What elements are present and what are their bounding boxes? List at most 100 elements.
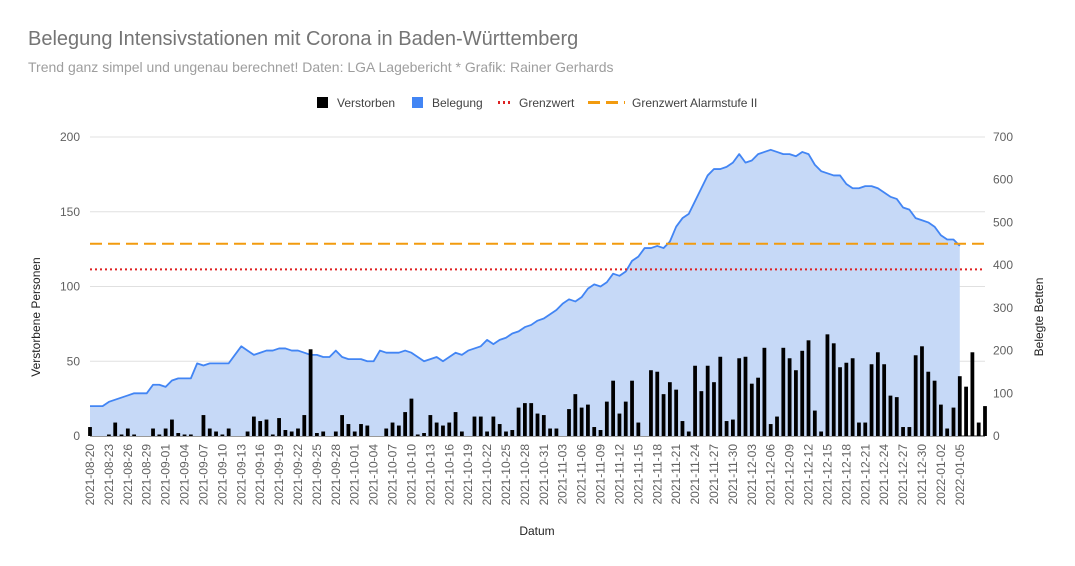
y-left-tick-label: 200 xyxy=(60,130,80,144)
verstorben-bar xyxy=(875,352,880,436)
verstorben-bar xyxy=(157,434,162,436)
legend-item-belegung[interactable]: Belegung xyxy=(412,96,483,110)
x-tick-label: 2021-11-18 xyxy=(650,444,664,505)
verstorben-bar xyxy=(447,422,452,436)
y-right-tick-label: 500 xyxy=(993,215,1013,229)
verstorben-bar xyxy=(359,424,363,436)
verstorben-bar xyxy=(188,434,193,436)
x-tick-label: 2021-11-12 xyxy=(612,444,626,505)
y-axis-right-label: Belegte Betten xyxy=(1032,278,1046,357)
x-tick-label: 2021-09-22 xyxy=(291,444,305,506)
verstorben-bar xyxy=(863,422,868,436)
verstorben-bar xyxy=(844,362,849,436)
verstorben-bar xyxy=(251,416,256,436)
x-tick-label: 2021-09-19 xyxy=(272,444,286,506)
verstorben-bar xyxy=(825,334,830,436)
verstorben-bar xyxy=(951,407,956,436)
verstorben-bar xyxy=(794,370,798,436)
verstorben-bar xyxy=(762,347,767,436)
verstorben-bar xyxy=(497,424,502,436)
x-axis-label: Datum xyxy=(519,524,554,538)
verstorben-bar xyxy=(592,427,597,436)
legend-item-grenzwert[interactable]: Grenzwert xyxy=(498,96,575,110)
x-tick-label: 2021-11-15 xyxy=(631,444,645,505)
verstorben-bar xyxy=(485,431,489,436)
verstorben-bars-layer xyxy=(88,334,987,437)
y-right-tick-label: 700 xyxy=(993,130,1013,144)
verstorben-bar xyxy=(680,421,685,436)
verstorben-bar xyxy=(296,428,300,436)
verstorben-bar xyxy=(617,413,622,436)
verstorben-bar xyxy=(964,386,968,436)
y-right-tick-label: 600 xyxy=(993,173,1013,187)
x-tick-label: 2021-12-21 xyxy=(858,444,872,506)
x-tick-label: 2021-09-25 xyxy=(310,444,324,506)
verstorben-bar xyxy=(945,428,950,436)
verstorben-bar xyxy=(731,419,735,436)
verstorben-bar xyxy=(478,416,483,436)
x-tick-label: 2021-09-10 xyxy=(215,444,229,506)
belegung-line xyxy=(90,148,961,407)
verstorben-bar xyxy=(459,431,464,436)
verstorben-bar xyxy=(472,416,477,436)
x-tick-label: 2021-08-23 xyxy=(102,444,116,506)
verstorben-bar xyxy=(491,416,496,436)
verstorben-bar xyxy=(113,422,118,436)
chart-title: Belegung Intensivstationen mit Corona in… xyxy=(28,28,579,50)
verstorben-bar xyxy=(573,394,578,436)
y-axis-left-label: Verstorbene Personen xyxy=(29,257,43,376)
verstorben-bar xyxy=(693,365,697,436)
verstorben-bar xyxy=(787,358,792,436)
x-tick-label: 2021-11-30 xyxy=(726,444,740,505)
verstorben-bar xyxy=(636,422,641,436)
verstorben-bar xyxy=(321,431,326,436)
verstorben-bar xyxy=(384,428,389,436)
verstorben-bar xyxy=(598,430,603,436)
verstorben-bar xyxy=(289,431,294,436)
verstorben-bar xyxy=(245,431,250,436)
verstorben-bar xyxy=(907,427,912,436)
x-tick-label: 2021-10-22 xyxy=(480,444,494,506)
verstorben-bar xyxy=(270,434,275,436)
verstorben-bar xyxy=(712,382,716,436)
x-tick-label: 2021-10-07 xyxy=(386,444,400,506)
verstorben-bar xyxy=(176,433,181,436)
verstorben-bar xyxy=(838,367,842,436)
x-tick-label: 2021-10-13 xyxy=(423,444,437,506)
verstorben-bar xyxy=(132,434,137,436)
verstorben-bar xyxy=(283,430,288,436)
x-tick-label: 2021-12-18 xyxy=(839,444,853,506)
x-tick-label: 2021-09-04 xyxy=(178,444,192,506)
x-tick-label: 2021-11-06 xyxy=(575,444,589,505)
verstorben-bar xyxy=(302,415,307,436)
legend-label-grenzwert: Grenzwert xyxy=(519,96,575,110)
legend-item-verstorben[interactable]: Verstorben xyxy=(317,96,395,110)
x-tick-label: 2021-09-07 xyxy=(196,444,210,506)
verstorben-bar xyxy=(163,428,168,436)
y-left-tick-label: 0 xyxy=(73,429,80,443)
x-tick-label: 2021-09-13 xyxy=(234,444,248,506)
verstorben-bar xyxy=(390,422,395,436)
verstorben-bar xyxy=(119,434,124,436)
verstorben-bar xyxy=(705,365,710,436)
legend: Verstorben Belegung Grenzwert Grenzwert … xyxy=(317,96,757,110)
verstorben-bar xyxy=(396,425,401,436)
verstorben-bar xyxy=(800,350,805,436)
left-axis-ticks: 0 50 100 150 200 xyxy=(60,130,80,443)
verstorben-bar xyxy=(932,380,937,436)
verstorben-bar xyxy=(441,425,445,436)
legend-swatch-verstorben xyxy=(317,97,328,108)
verstorben-bar xyxy=(258,421,263,436)
verstorben-bar xyxy=(403,412,408,436)
y-left-tick-label: 100 xyxy=(60,280,80,294)
x-tick-label: 2021-12-03 xyxy=(745,444,759,506)
verstorben-bar xyxy=(957,376,962,436)
verstorben-bar xyxy=(649,370,653,436)
verstorben-bar xyxy=(983,406,987,436)
verstorben-bar xyxy=(567,409,571,436)
verstorben-bar xyxy=(812,410,817,436)
verstorben-bar xyxy=(630,380,634,436)
verstorben-bar xyxy=(686,431,691,436)
legend-item-alarmstufe[interactable]: Grenzwert Alarmstufe II xyxy=(588,96,757,110)
verstorben-bar xyxy=(970,352,975,436)
